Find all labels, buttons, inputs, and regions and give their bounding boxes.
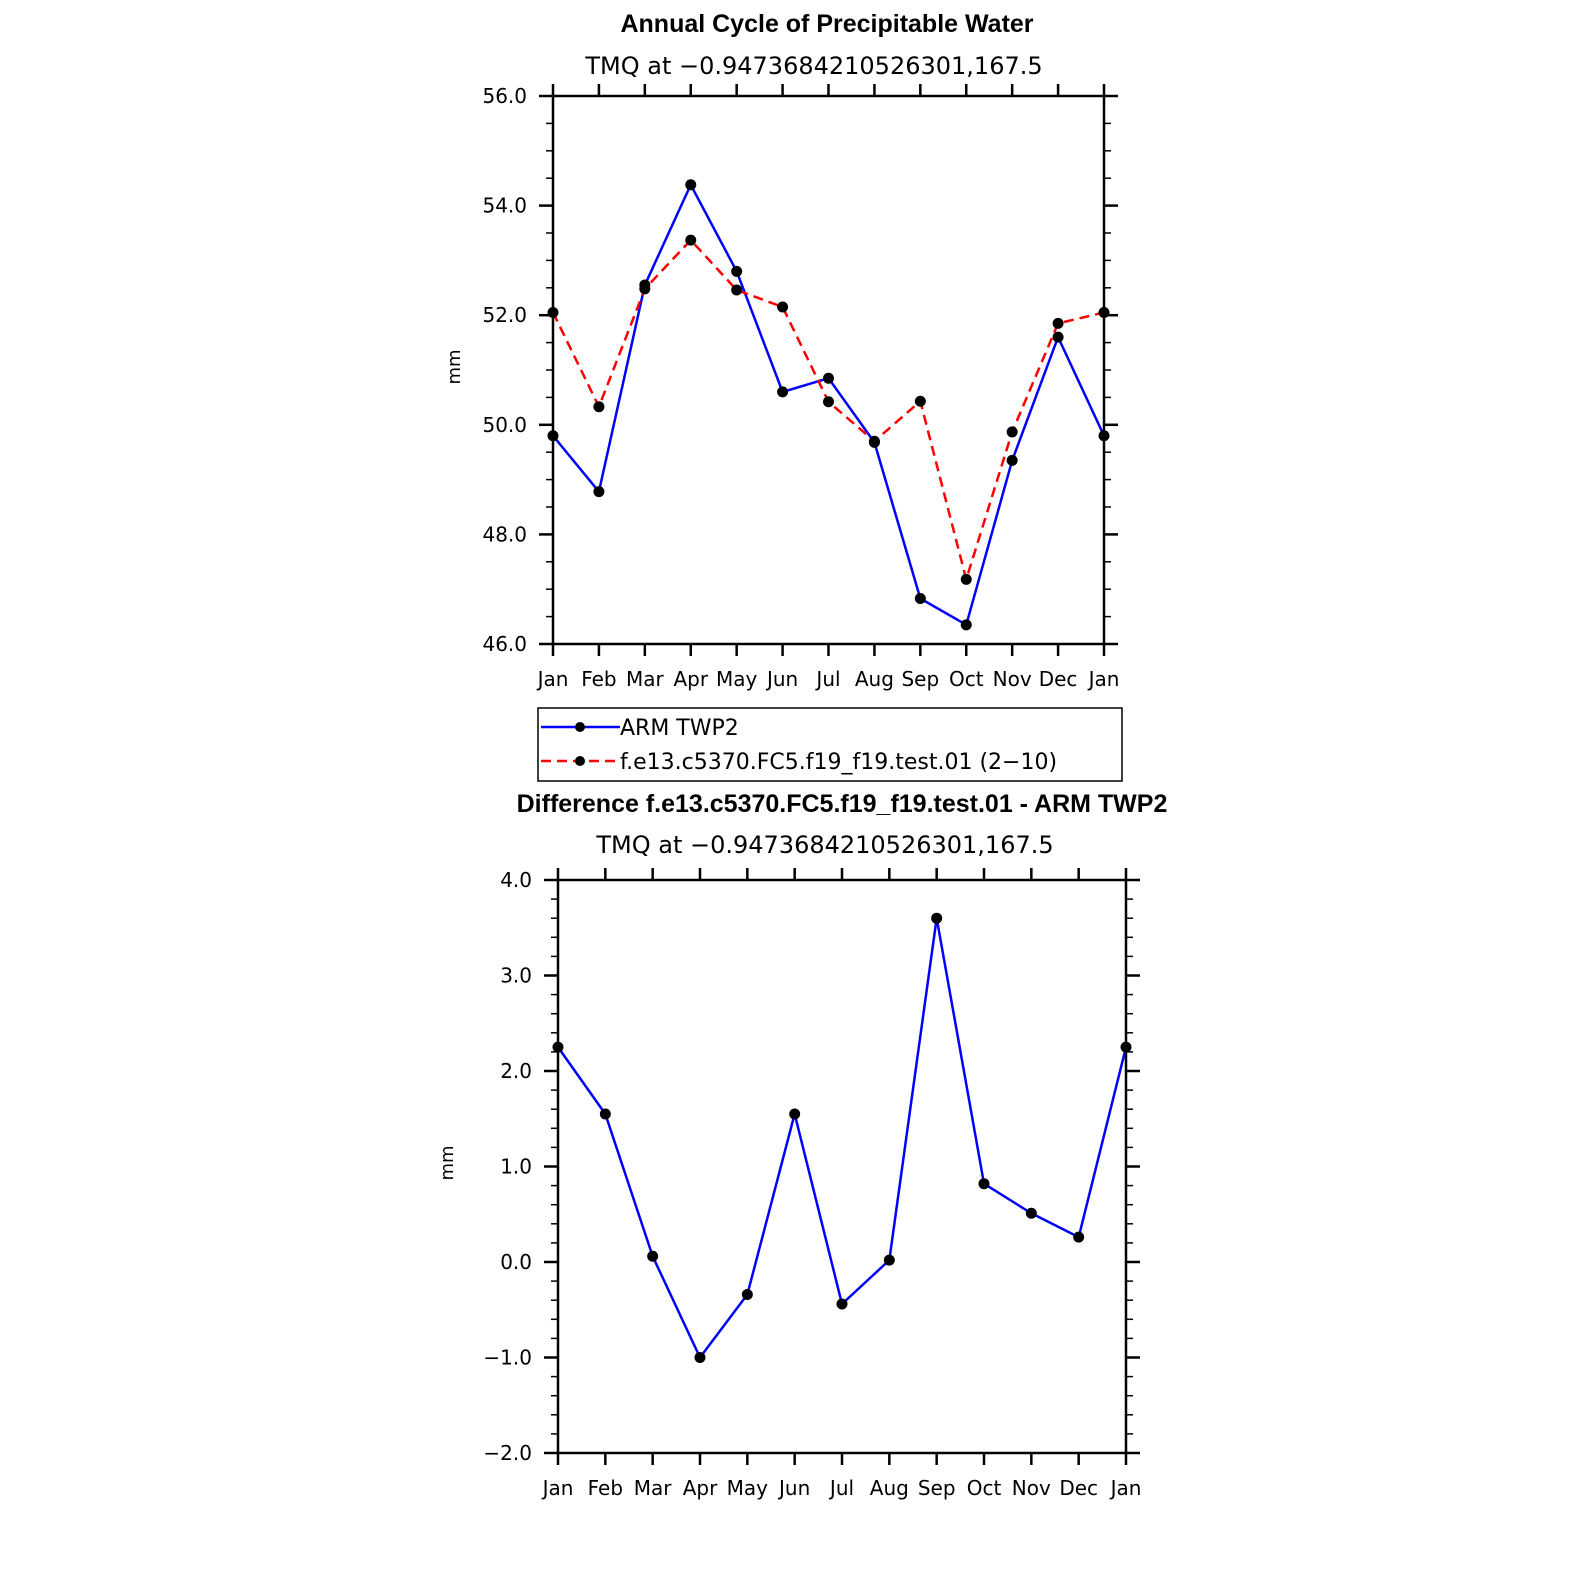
series-0-point bbox=[741, 1288, 753, 1300]
series-1-point bbox=[731, 284, 743, 296]
x-tick-label: Jan bbox=[541, 1476, 574, 1500]
y-tick-label: 4.0 bbox=[500, 868, 532, 892]
series-0-point bbox=[777, 386, 789, 398]
series-0-point bbox=[978, 1178, 990, 1190]
panel-difference: Difference f.e13.c5370.FC5.f19_f19.test.… bbox=[437, 790, 1167, 1500]
x-tick-label: Nov bbox=[1012, 1476, 1051, 1500]
series-1-point bbox=[593, 401, 605, 413]
y-tick-label: 3.0 bbox=[500, 964, 532, 988]
series-line-1 bbox=[551, 238, 1105, 581]
legend-marker-arm-twp2 bbox=[575, 722, 585, 732]
series-0-point bbox=[694, 1352, 706, 1363]
y-tick-label: 2.0 bbox=[500, 1059, 532, 1083]
y-tick-label: 48.0 bbox=[482, 522, 527, 546]
legend-entry-model: f.e13.c5370.FC5.f19_f19.test.01 (2−10) bbox=[541, 750, 1057, 775]
series-0-point bbox=[1073, 1231, 1085, 1243]
x-tick-label: Aug bbox=[870, 1476, 909, 1500]
x-tick-label: Mar bbox=[634, 1476, 673, 1500]
y-tick-label: 1.0 bbox=[500, 1155, 532, 1179]
y-tick-label: 0.0 bbox=[500, 1250, 532, 1274]
series-1-point bbox=[914, 395, 926, 407]
series-1-point bbox=[1052, 317, 1064, 329]
y-tick-label: 56.0 bbox=[482, 84, 527, 108]
x-tick-label: Dec bbox=[1059, 1476, 1098, 1500]
series-1-point bbox=[1006, 426, 1018, 438]
x-tick-label: Apr bbox=[683, 1476, 718, 1500]
legend-label-arm-twp2: ARM TWP2 bbox=[620, 716, 739, 741]
x-tick-label: Oct bbox=[967, 1476, 1002, 1500]
series-0-point bbox=[731, 265, 743, 277]
plot-frame bbox=[556, 878, 1128, 1455]
series-0-point bbox=[599, 1108, 611, 1120]
series-0-point bbox=[593, 486, 605, 498]
chart-subtitle: TMQ at −0.9473684210526301,167.5 bbox=[595, 831, 1053, 859]
series-1-point bbox=[685, 234, 697, 246]
y-tick-labels: 46.0 48.0 50.0 52.0 54.0 56.0 bbox=[482, 84, 527, 656]
series-0-point bbox=[836, 1298, 848, 1310]
x-tick-label: Dec bbox=[1039, 667, 1078, 691]
plot-frame bbox=[551, 94, 1106, 646]
x-tick-label: Apr bbox=[673, 667, 708, 691]
y-tick-label: 52.0 bbox=[482, 303, 527, 327]
x-tick-label: Jul bbox=[828, 1476, 854, 1500]
series-line-0 bbox=[556, 916, 1128, 1359]
x-tick-label: May bbox=[716, 667, 758, 691]
legend-label-model: f.e13.c5370.FC5.f19_f19.test.01 (2−10) bbox=[620, 750, 1057, 775]
y-tick-label: 46.0 bbox=[482, 632, 527, 656]
x-tick-label: Feb bbox=[588, 1476, 623, 1500]
y-axis-label: mm bbox=[437, 1145, 458, 1180]
x-tick-label: Oct bbox=[949, 667, 984, 691]
x-tick-label: Sep bbox=[901, 667, 939, 691]
axis-ticks bbox=[544, 868, 1140, 1465]
x-tick-label: Jun bbox=[777, 1476, 810, 1500]
series-0-point bbox=[914, 593, 926, 605]
series-0-point bbox=[1006, 454, 1018, 466]
series-0-point bbox=[685, 179, 697, 191]
x-tick-label: Jan bbox=[536, 667, 569, 691]
series-1-point bbox=[823, 396, 834, 408]
x-tick-label: Jul bbox=[814, 667, 840, 691]
x-tick-label: May bbox=[727, 1476, 769, 1500]
chart-title: Difference f.e13.c5370.FC5.f19_f19.test.… bbox=[517, 790, 1168, 818]
series-1-point bbox=[868, 435, 880, 447]
series-1-point bbox=[639, 283, 651, 295]
legend-entry-arm-twp2: ARM TWP2 bbox=[541, 716, 739, 741]
legend-marker-model bbox=[575, 756, 585, 766]
series-0-point bbox=[1025, 1207, 1037, 1219]
y-tick-labels: −2.0 −1.0 0.0 1.0 2.0 3.0 4.0 bbox=[483, 868, 532, 1465]
legend: ARM TWP2 f.e13.c5370.FC5.f19_f19.test.01… bbox=[537, 707, 1123, 782]
series-1-point bbox=[960, 573, 972, 585]
series-0-point bbox=[883, 1254, 895, 1266]
y-tick-label: −1.0 bbox=[483, 1346, 532, 1370]
chart-title: Annual Cycle of Precipitable Water bbox=[620, 10, 1033, 38]
y-tick-label: 50.0 bbox=[482, 413, 527, 437]
series-0-point bbox=[1052, 331, 1064, 343]
legend-box bbox=[537, 707, 1123, 782]
series-0-point bbox=[647, 1250, 659, 1262]
x-tick-label: Nov bbox=[993, 667, 1032, 691]
series-1-point bbox=[777, 301, 789, 313]
series-0-point bbox=[931, 912, 943, 924]
x-tick-label: Aug bbox=[855, 667, 894, 691]
series-0-point bbox=[960, 619, 972, 631]
x-tick-labels: Jan Feb Mar Apr May Jun Jul Aug Sep Oct Nov Dec Jan bbox=[541, 1476, 1142, 1500]
panel-annual-cycle: Annual Cycle of Precipitable Water TMQ a… bbox=[444, 10, 1123, 782]
y-tick-label: 54.0 bbox=[482, 194, 527, 218]
y-tick-label: −2.0 bbox=[483, 1441, 532, 1465]
chart-subtitle: TMQ at −0.9473684210526301,167.5 bbox=[584, 52, 1042, 80]
series-0-point bbox=[823, 372, 834, 384]
x-tick-label: Sep bbox=[918, 1476, 956, 1500]
y-axis-label: mm bbox=[444, 349, 465, 384]
series-0-point bbox=[789, 1108, 801, 1120]
x-tick-labels: Jan Feb Mar Apr May Jun Jul Aug Sep Oct Nov Dec Jan bbox=[536, 667, 1120, 691]
x-tick-label: Mar bbox=[626, 667, 665, 691]
series-layer bbox=[552, 912, 1132, 1363]
x-tick-label: Feb bbox=[581, 667, 616, 691]
x-tick-label: Jan bbox=[1109, 1476, 1142, 1500]
x-tick-label: Jun bbox=[765, 667, 798, 691]
x-tick-label: Jan bbox=[1087, 667, 1120, 691]
series-layer bbox=[547, 179, 1110, 631]
